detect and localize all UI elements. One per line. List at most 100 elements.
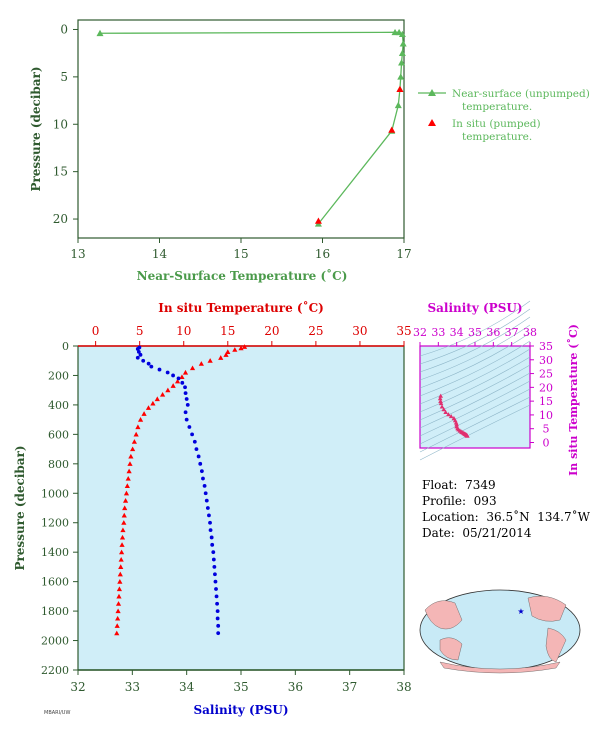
info-float: Float: 7349 bbox=[422, 478, 496, 492]
profile-ytick-label: 800 bbox=[48, 458, 69, 471]
salinity-tick-label: 33 bbox=[125, 680, 140, 694]
salinity-point bbox=[146, 361, 151, 366]
near-surface-xtick-label: 15 bbox=[233, 247, 248, 261]
salinity-tick-label: 38 bbox=[396, 680, 411, 694]
footer-credit: MBARI/UW bbox=[44, 710, 71, 716]
salinity-point bbox=[185, 403, 190, 407]
temperature-point bbox=[154, 396, 160, 402]
profile-ytick-label: 2200 bbox=[41, 664, 69, 677]
ts-point bbox=[465, 433, 470, 438]
ts-xtick-label: 35 bbox=[468, 326, 482, 339]
ts-xtick-label: 37 bbox=[505, 326, 519, 339]
temperature-point bbox=[116, 586, 123, 592]
temperature-point bbox=[117, 579, 123, 584]
ts-point bbox=[443, 409, 448, 415]
temperature-point bbox=[133, 431, 139, 437]
ts-contour bbox=[419, 356, 531, 413]
ts-xtick-label: 33 bbox=[431, 326, 445, 339]
temperature-tick-label: 25 bbox=[308, 324, 323, 338]
temperature-point bbox=[131, 439, 137, 444]
salinity-point bbox=[157, 367, 162, 372]
ts-contour bbox=[419, 324, 531, 381]
ts-point bbox=[446, 412, 451, 417]
ts-temperature-title: In situ Temperature (˚C) bbox=[567, 324, 580, 476]
salinity-point bbox=[149, 364, 154, 369]
ts-contour bbox=[419, 340, 531, 397]
temperature-point bbox=[165, 387, 171, 393]
map-land-north-america bbox=[527, 595, 567, 622]
temperature-point bbox=[116, 593, 122, 599]
temperature-tick-label: 15 bbox=[220, 324, 235, 338]
date-value: 05/21/2014 bbox=[462, 526, 532, 540]
info-location: Location: 36.5˚N 134.7˚W bbox=[422, 510, 590, 524]
ts-contour bbox=[419, 332, 531, 389]
temperature-tick-label: 10 bbox=[176, 324, 191, 338]
ts-contour bbox=[419, 380, 531, 437]
salinity-point bbox=[192, 439, 197, 444]
temperature-point bbox=[125, 475, 131, 481]
temperature-point bbox=[115, 615, 121, 621]
near-surface-xtick-label: 17 bbox=[396, 247, 411, 261]
map-float-star: ★ bbox=[517, 607, 524, 616]
ts-xtick-label: 32 bbox=[413, 326, 427, 339]
temperature-point bbox=[114, 630, 120, 636]
ts-ytick-label: 15 bbox=[539, 395, 553, 408]
float-value: 7349 bbox=[465, 478, 496, 492]
temperature-point bbox=[170, 383, 176, 388]
salinity-point bbox=[210, 542, 215, 547]
temperature-point bbox=[122, 498, 129, 503]
near-surface-point bbox=[397, 73, 405, 80]
temperature-tick-label: 20 bbox=[264, 324, 279, 338]
salinity-point bbox=[208, 528, 213, 532]
legend-marker-near-surface bbox=[428, 89, 436, 96]
salinity-point bbox=[199, 469, 204, 474]
temperature-point bbox=[179, 374, 185, 380]
profile-ytick-label: 1400 bbox=[41, 546, 69, 559]
temperature-point bbox=[120, 527, 126, 533]
in-situ-point bbox=[314, 217, 322, 224]
ts-xtick-label: 36 bbox=[486, 326, 500, 339]
near-surface-point bbox=[394, 101, 402, 109]
temperature-point bbox=[241, 344, 248, 349]
temperature-point bbox=[198, 361, 204, 366]
ts-xtick-label: 34 bbox=[450, 326, 464, 339]
salinity-point bbox=[187, 425, 192, 429]
temperature-point bbox=[117, 571, 123, 577]
ts-contour bbox=[419, 372, 531, 429]
ts-ytick-label: 5 bbox=[543, 423, 550, 436]
salinity-point bbox=[214, 594, 219, 599]
temperature-tick-label: 5 bbox=[136, 324, 144, 338]
in-situ-point bbox=[396, 85, 404, 92]
salinity-axis-title: Salinity (PSU) bbox=[193, 703, 288, 717]
near-surface-xtick-label: 16 bbox=[315, 247, 330, 261]
map-land-south-america bbox=[545, 627, 567, 663]
salinity-point bbox=[216, 623, 221, 628]
temperature-point bbox=[123, 490, 130, 496]
salinity-point bbox=[205, 506, 210, 510]
near-surface-xtick-label: 14 bbox=[152, 247, 168, 261]
profile-ytick-label: 2000 bbox=[41, 635, 69, 648]
near-surface-ytick-label: 5 bbox=[60, 70, 68, 84]
temperature-point bbox=[159, 392, 166, 397]
temperature-point bbox=[119, 534, 126, 540]
salinity-point bbox=[184, 417, 189, 422]
salinity-point bbox=[211, 557, 216, 562]
near-surface-point bbox=[398, 30, 406, 38]
temperature-point bbox=[225, 349, 231, 354]
near-surface-xlabel: Near-Surface Temperature (˚C) bbox=[137, 268, 348, 283]
near-surface-point bbox=[96, 29, 104, 37]
salinity-point bbox=[213, 579, 218, 584]
salinity-point bbox=[215, 601, 219, 606]
ts-contour bbox=[419, 388, 531, 445]
salinity-point bbox=[180, 380, 185, 385]
temperature-point bbox=[182, 369, 189, 375]
temperature-point bbox=[174, 378, 181, 384]
salinity-point bbox=[204, 498, 209, 503]
ts-contour bbox=[419, 364, 531, 421]
ts-point bbox=[441, 407, 447, 412]
salinity-point bbox=[138, 352, 143, 357]
ts-point bbox=[438, 393, 444, 398]
float-label: Float: bbox=[422, 478, 458, 492]
info-profile: Profile: 093 bbox=[422, 494, 497, 508]
